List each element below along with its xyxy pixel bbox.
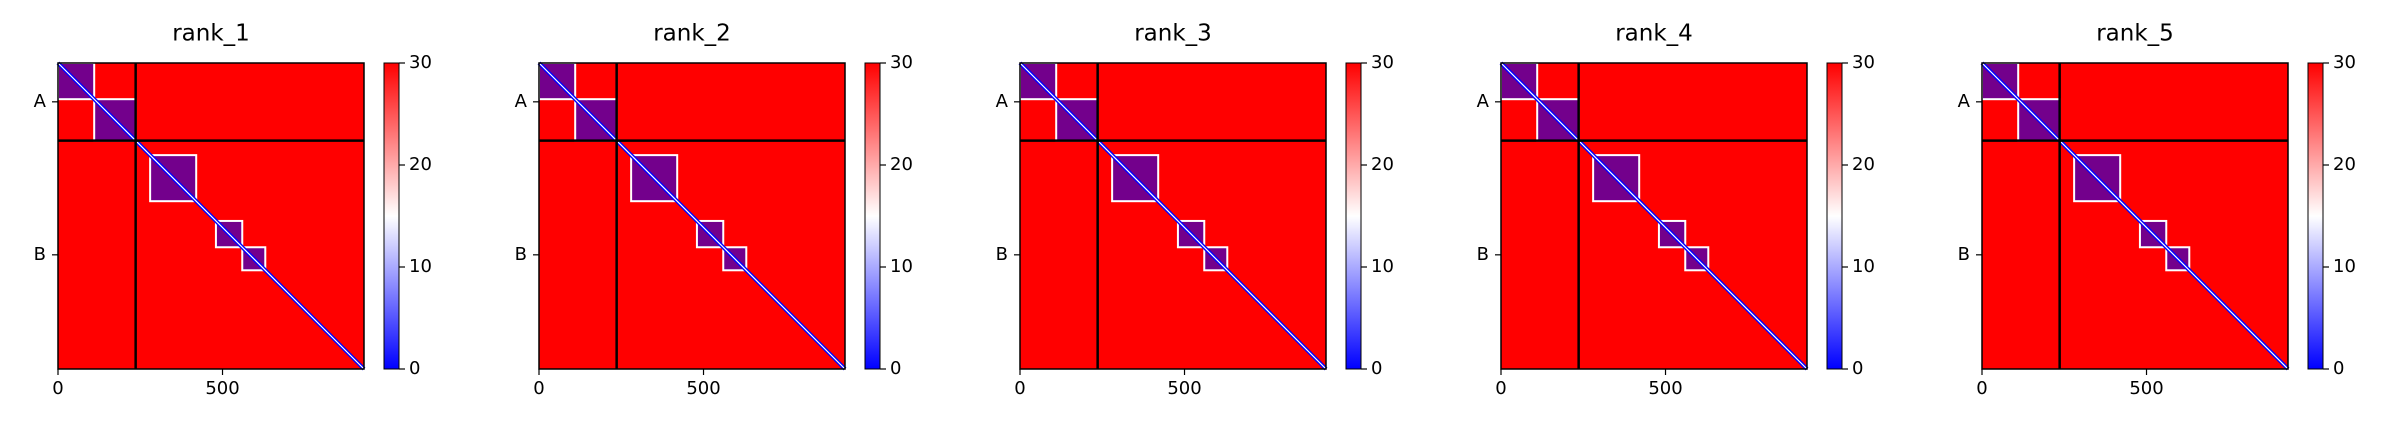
x-tick-label: 500	[205, 378, 239, 399]
colorbar-tick-label: 20	[409, 154, 432, 175]
colorbar-tick-label: 10	[2333, 256, 2356, 277]
x-tick-label: 0	[1976, 378, 1987, 399]
colorbar-tick-label: 0	[1371, 358, 1382, 379]
colorbar-tick-label: 0	[890, 358, 901, 379]
colorbar-tick-label: 20	[1852, 154, 1875, 175]
panel-title: rank_5	[2096, 21, 2174, 47]
colorbar-tick-label: 10	[890, 256, 913, 277]
colorbar	[383, 62, 400, 370]
axes-frame	[57, 62, 365, 370]
x-tick-label: 0	[1014, 378, 1025, 399]
y-tick-label: A	[996, 91, 1009, 112]
colorbar-tick-label: 30	[409, 52, 432, 73]
colorbar-tick-label: 30	[1852, 52, 1875, 73]
colorbar	[1345, 62, 1362, 370]
colorbar-tick-label: 20	[1371, 154, 1394, 175]
diagonal-core	[538, 62, 846, 370]
axes-frame	[538, 62, 846, 370]
axes-frame	[1500, 62, 1808, 370]
panel-title: rank_1	[172, 21, 250, 47]
y-tick-label: B	[1477, 244, 1489, 265]
axes-frame	[1981, 62, 2289, 370]
colorbar-tick-label: 30	[890, 52, 913, 73]
y-tick-label: B	[996, 244, 1008, 265]
panel-title: rank_3	[1134, 21, 1212, 47]
colorbar-tick-label: 0	[1852, 358, 1863, 379]
y-tick-label: B	[515, 244, 527, 265]
colorbar	[1826, 62, 1843, 370]
x-tick-label: 0	[533, 378, 544, 399]
y-tick-label: B	[1958, 244, 1970, 265]
colorbar-tick-label: 10	[1371, 256, 1394, 277]
x-tick-label: 0	[52, 378, 63, 399]
x-tick-label: 500	[686, 378, 720, 399]
diagonal-core	[57, 62, 365, 370]
x-tick-label: 500	[2129, 378, 2163, 399]
colorbar-tick-label: 10	[1852, 256, 1875, 277]
axes-frame	[1019, 62, 1327, 370]
colorbar-tick-label: 30	[1371, 52, 1394, 73]
y-tick-label: A	[34, 91, 47, 112]
x-tick-label: 0	[1495, 378, 1506, 399]
diagonal-core	[1500, 62, 1808, 370]
y-tick-label: A	[1958, 91, 1971, 112]
diagonal-core	[1019, 62, 1327, 370]
colorbar-tick-label: 20	[890, 154, 913, 175]
colorbar-tick-label: 30	[2333, 52, 2356, 73]
colorbar-tick-label: 0	[2333, 358, 2344, 379]
panel-title: rank_2	[653, 21, 731, 47]
y-tick-label: A	[515, 91, 528, 112]
x-tick-label: 500	[1167, 378, 1201, 399]
y-tick-label: B	[34, 244, 46, 265]
panel-title: rank_4	[1615, 21, 1693, 47]
colorbar	[2307, 62, 2324, 370]
colorbar-tick-label: 0	[409, 358, 420, 379]
y-tick-label: A	[1477, 91, 1490, 112]
colorbar	[864, 62, 881, 370]
x-tick-label: 500	[1648, 378, 1682, 399]
diagonal-core	[1981, 62, 2289, 370]
colorbar-tick-label: 20	[2333, 154, 2356, 175]
colorbar-tick-label: 10	[409, 256, 432, 277]
